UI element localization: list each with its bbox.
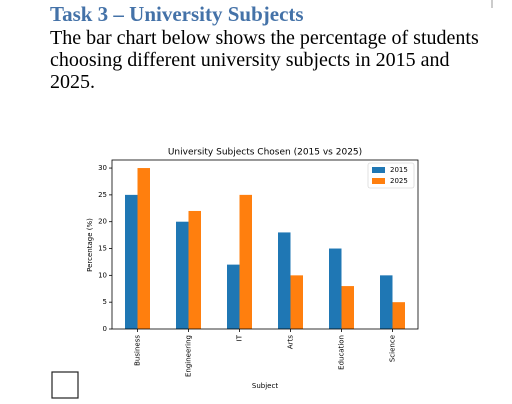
x-tick-label: Engineering <box>185 335 193 377</box>
task-text: The bar chart below shows the percentage… <box>50 27 479 93</box>
x-tick-label: Education <box>338 335 346 370</box>
bar <box>188 210 201 329</box>
bar <box>125 194 138 329</box>
y-axis-label: Percentage (%) <box>86 218 94 272</box>
bar <box>341 286 354 329</box>
legend-label: 2025 <box>390 177 408 185</box>
bar <box>239 194 252 329</box>
x-axis-label: Subject <box>252 382 278 390</box>
y-tick-label: 0 <box>103 325 107 333</box>
legend-label: 2015 <box>390 166 408 174</box>
y-tick-label: 25 <box>98 191 107 199</box>
task-title: Task 3 – University Subjects <box>50 2 304 26</box>
bar <box>380 275 393 329</box>
legend-swatch <box>372 178 385 184</box>
x-tick-label: Business <box>134 335 142 366</box>
bar <box>176 221 189 329</box>
bar <box>278 232 291 329</box>
x-tick-label: Science <box>389 335 397 362</box>
bar <box>329 248 342 329</box>
y-tick-label: 10 <box>98 271 107 279</box>
bar <box>137 168 150 329</box>
checkbox[interactable] <box>51 371 79 399</box>
y-tick-label: 5 <box>103 298 107 306</box>
legend-swatch <box>372 167 385 173</box>
y-tick-label: 20 <box>98 218 107 226</box>
x-tick-label: Arts <box>287 335 295 349</box>
bar <box>392 302 405 329</box>
chart-title: University Subjects Chosen (2015 vs 2025… <box>168 148 362 158</box>
y-tick-label: 30 <box>98 164 107 172</box>
bar <box>227 264 240 329</box>
axes-frame <box>111 159 419 330</box>
y-tick-label: 15 <box>98 245 107 253</box>
x-tick-label: IT <box>236 334 244 341</box>
bar <box>290 275 303 329</box>
